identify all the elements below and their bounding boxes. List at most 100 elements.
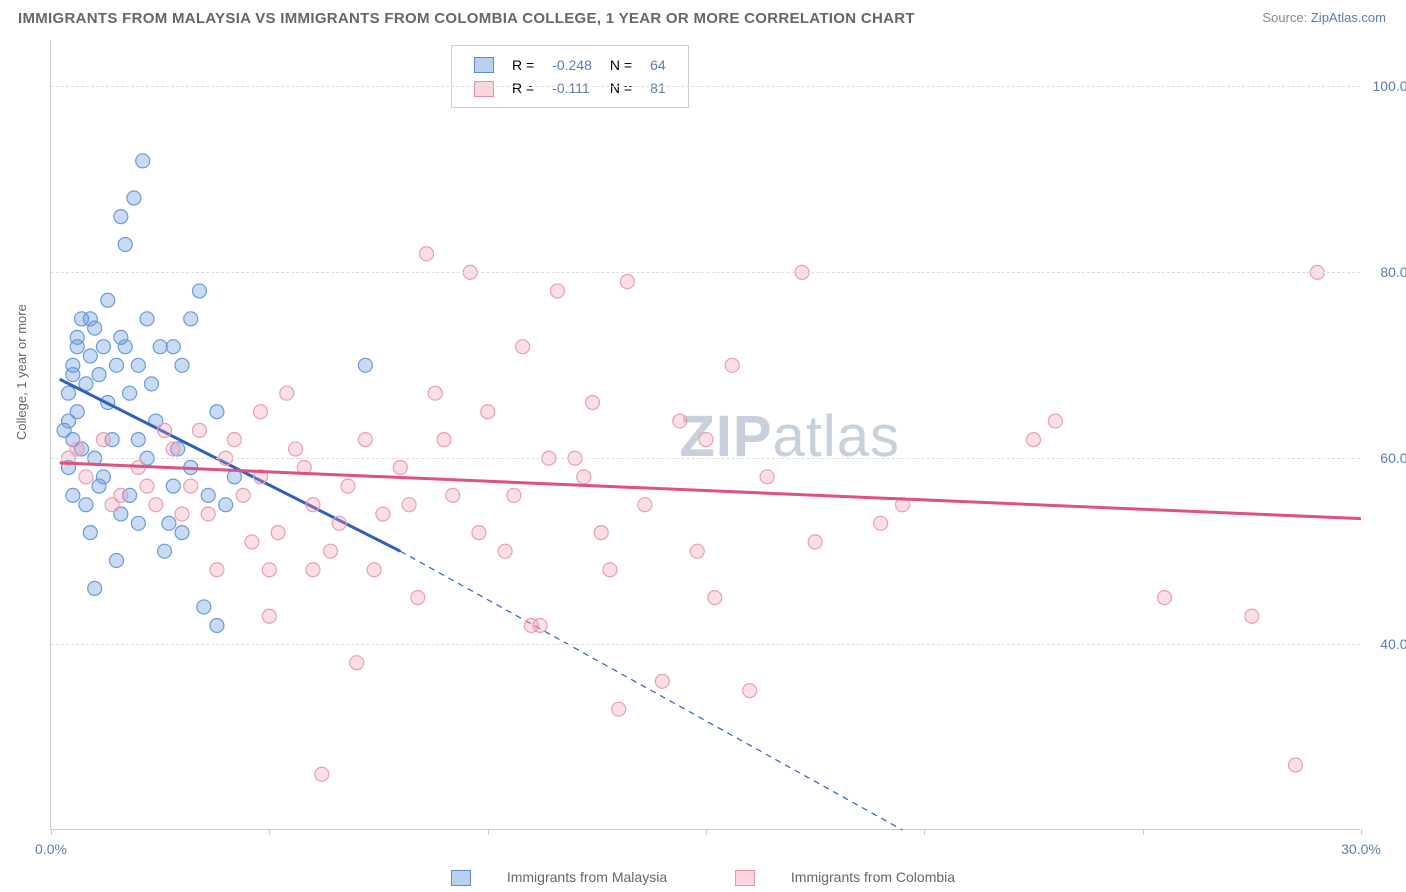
- x-tick: [924, 829, 925, 835]
- chart-title: IMMIGRANTS FROM MALAYSIA VS IMMIGRANTS F…: [18, 10, 915, 27]
- trendline-dashed-malaysia: [400, 551, 902, 830]
- x-tick-label: 0.0%: [35, 841, 67, 857]
- scatter-point-colombia: [673, 414, 687, 428]
- scatter-point-colombia: [158, 423, 172, 437]
- y-tick-label: 80.0%: [1380, 264, 1406, 280]
- x-tick: [488, 829, 489, 835]
- scatter-point-colombia: [358, 433, 372, 447]
- scatter-point-colombia: [516, 340, 530, 354]
- scatter-point-malaysia: [219, 498, 233, 512]
- scatter-point-malaysia: [201, 488, 215, 502]
- x-tick: [269, 829, 270, 835]
- source-label: Source:: [1262, 10, 1307, 25]
- gridline: [51, 644, 1360, 645]
- scatter-point-colombia: [524, 619, 538, 633]
- scatter-point-colombia: [743, 684, 757, 698]
- scatter-point-malaysia: [197, 600, 211, 614]
- scatter-point-colombia: [699, 433, 713, 447]
- scatter-point-colombia: [577, 470, 591, 484]
- x-tick-label: 30.0%: [1341, 841, 1381, 857]
- scatter-point-colombia: [367, 563, 381, 577]
- scatter-point-colombia: [690, 544, 704, 558]
- scatter-point-malaysia: [88, 581, 102, 595]
- scatter-point-malaysia: [192, 284, 206, 298]
- scatter-point-colombia: [306, 498, 320, 512]
- scatter-point-malaysia: [158, 544, 172, 558]
- scatter-point-colombia: [551, 284, 565, 298]
- scatter-point-malaysia: [110, 553, 124, 567]
- scatter-point-colombia: [402, 498, 416, 512]
- legend-bottom: Immigrants from Malaysia Immigrants from…: [0, 869, 1406, 886]
- scatter-point-colombia: [1289, 758, 1303, 772]
- scatter-point-malaysia: [131, 516, 145, 530]
- gridline: [51, 272, 1360, 273]
- scatter-point-malaysia: [131, 358, 145, 372]
- scatter-point-malaysia: [110, 358, 124, 372]
- scatter-point-malaysia: [70, 330, 84, 344]
- scatter-point-colombia: [1027, 433, 1041, 447]
- scatter-point-colombia: [105, 498, 119, 512]
- scatter-point-colombia: [1048, 414, 1062, 428]
- x-tick: [51, 829, 52, 835]
- scatter-point-malaysia: [175, 526, 189, 540]
- scatter-point-malaysia: [144, 377, 158, 391]
- y-axis-label: College, 1 year or more: [14, 304, 29, 440]
- legend-label-colombia: Immigrants from Colombia: [791, 869, 955, 885]
- x-tick: [706, 829, 707, 835]
- scatter-point-colombia: [481, 405, 495, 419]
- scatter-point-colombia: [254, 405, 268, 419]
- scatter-point-colombia: [472, 526, 486, 540]
- scatter-point-malaysia: [175, 358, 189, 372]
- scatter-point-colombia: [725, 358, 739, 372]
- scatter-point-colombia: [341, 479, 355, 493]
- scatter-point-malaysia: [83, 526, 97, 540]
- gridline: [51, 86, 1360, 87]
- scatter-point-colombia: [227, 433, 241, 447]
- y-tick-label: 40.0%: [1380, 636, 1406, 652]
- scatter-svg: [51, 40, 1360, 829]
- scatter-point-malaysia: [118, 237, 132, 251]
- scatter-point-colombia: [166, 442, 180, 456]
- scatter-point-colombia: [96, 433, 110, 447]
- scatter-point-malaysia: [83, 312, 97, 326]
- legend-swatch-blue: [451, 870, 471, 886]
- legend-item-malaysia: Immigrants from Malaysia: [435, 869, 687, 885]
- scatter-point-colombia: [201, 507, 215, 521]
- y-tick-label: 60.0%: [1380, 450, 1406, 466]
- trendline-colombia: [60, 463, 1361, 519]
- scatter-point-colombia: [428, 386, 442, 400]
- scatter-point-malaysia: [66, 368, 80, 382]
- chart-container: IMMIGRANTS FROM MALAYSIA VS IMMIGRANTS F…: [0, 0, 1406, 892]
- scatter-point-colombia: [393, 461, 407, 475]
- legend-label-malaysia: Immigrants from Malaysia: [507, 869, 667, 885]
- scatter-point-malaysia: [210, 619, 224, 633]
- scatter-point-malaysia: [61, 386, 75, 400]
- scatter-point-colombia: [245, 535, 259, 549]
- scatter-point-colombia: [594, 526, 608, 540]
- scatter-point-colombia: [236, 488, 250, 502]
- plot-area: ZIPatlas R = -0.248 N = 64 R = -0.111 N …: [50, 40, 1360, 830]
- scatter-point-colombia: [1245, 609, 1259, 623]
- source-link[interactable]: ZipAtlas.com: [1311, 10, 1386, 25]
- scatter-point-colombia: [655, 674, 669, 688]
- scatter-point-colombia: [306, 563, 320, 577]
- scatter-point-colombia: [289, 442, 303, 456]
- scatter-point-malaysia: [92, 479, 106, 493]
- scatter-point-colombia: [603, 563, 617, 577]
- scatter-point-colombia: [184, 479, 198, 493]
- scatter-point-colombia: [315, 767, 329, 781]
- scatter-point-malaysia: [101, 293, 115, 307]
- scatter-point-colombia: [507, 488, 521, 502]
- scatter-point-colombia: [420, 247, 434, 261]
- scatter-point-colombia: [638, 498, 652, 512]
- source-attribution: Source: ZipAtlas.com: [1262, 10, 1386, 25]
- scatter-point-colombia: [446, 488, 460, 502]
- gridline: [51, 458, 1360, 459]
- scatter-point-malaysia: [153, 340, 167, 354]
- scatter-point-malaysia: [162, 516, 176, 530]
- scatter-point-malaysia: [166, 340, 180, 354]
- scatter-point-colombia: [437, 433, 451, 447]
- scatter-point-colombia: [262, 609, 276, 623]
- scatter-point-malaysia: [123, 386, 137, 400]
- scatter-point-colombia: [175, 507, 189, 521]
